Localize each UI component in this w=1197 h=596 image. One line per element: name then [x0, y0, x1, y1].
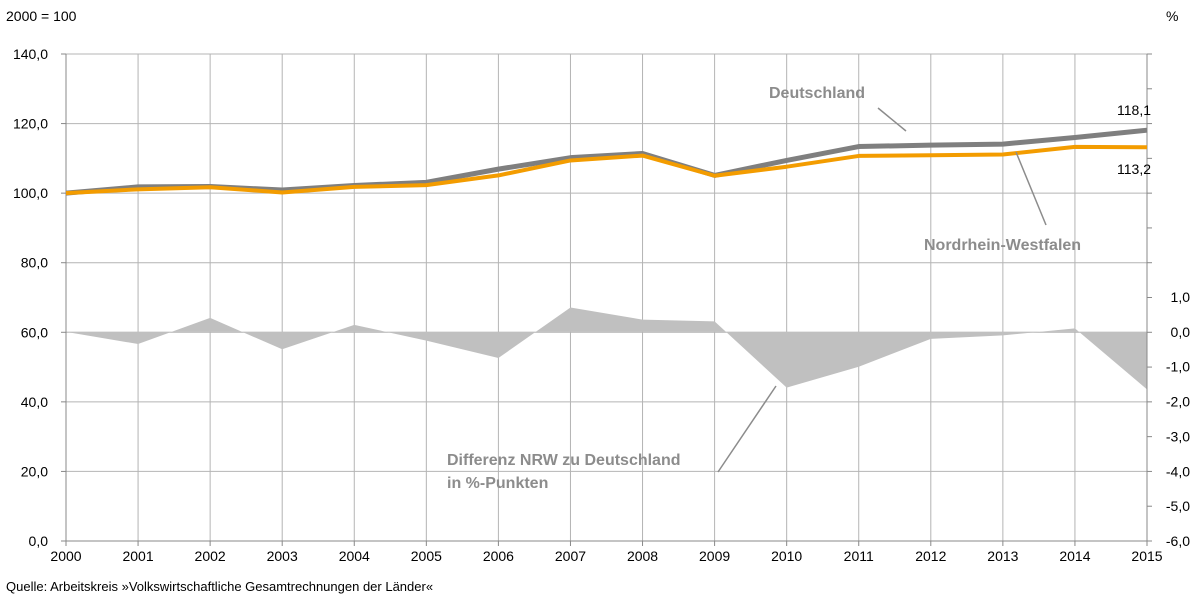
grid-layer [66, 53, 1148, 541]
end-label-deutschland: 118,1 [1117, 102, 1151, 118]
annotation-differenz-line1: Differenz NRW zu Deutschland [447, 452, 681, 469]
series-line-nordrhein-westfalen [65, 144, 1148, 196]
x-tick-label: 2009 [699, 548, 730, 564]
callout-line-differenz [717, 385, 777, 473]
y-left-tick-label: 80,0 [21, 255, 48, 271]
annotation-deutschland: Deutschland [769, 85, 865, 102]
y-left-tick-label: 60,0 [21, 324, 48, 340]
tick-labels-layer: 2000 2001 2002 2003 2004 2005 2006 2007 2008 2009… [13, 46, 1190, 564]
left-unit-label: 2000 = 100 [6, 8, 77, 24]
source-note: Quelle: Arbeitskreis »Volkswirtschaftlic… [6, 579, 433, 594]
y-left-tick-label: 120,0 [13, 116, 48, 132]
x-tick-label: 2001 [122, 548, 153, 564]
x-tick-label: 2013 [987, 548, 1018, 564]
x-tick-label: 2010 [771, 548, 802, 564]
callout-lines-layer [717, 107, 1047, 473]
y-right-tick-label: -2,0 [1166, 394, 1190, 410]
y-left-tick-label: 20,0 [21, 463, 48, 479]
x-tick-label: 2015 [1131, 548, 1162, 564]
y-left-tick-label: 0,0 [29, 533, 49, 549]
y-right-tick-label: -3,0 [1166, 428, 1190, 444]
difference-area-layer [66, 307, 1147, 390]
y-left-tick-label: 140,0 [13, 46, 48, 62]
annotation-nordrhein-westfalen: Nordrhein-Westfalen [924, 237, 1081, 254]
axes-layer [61, 53, 1152, 546]
x-tick-label: 2014 [1059, 548, 1090, 564]
x-tick-label: 2005 [411, 548, 442, 564]
y-left-tick-label: 40,0 [21, 394, 48, 410]
y-left-tick-label: 100,0 [13, 185, 48, 201]
x-tick-label: 2002 [195, 548, 226, 564]
y-right-tick-label: 0,0 [1171, 324, 1191, 340]
callout-line-nordrhein-westfalen [1015, 151, 1047, 226]
callout-line-deutschland [877, 107, 907, 132]
x-tick-label: 2000 [50, 548, 81, 564]
series-line-deutschland [65, 127, 1148, 196]
x-tick-label: 2004 [339, 548, 370, 564]
x-tick-label: 2003 [267, 548, 298, 564]
x-tick-label: 2007 [555, 548, 586, 564]
y-right-tick-label: -1,0 [1166, 359, 1190, 375]
difference-area [66, 307, 1147, 390]
x-tick-label: 2008 [627, 548, 658, 564]
y-right-tick-label: 1,0 [1171, 289, 1191, 305]
y-right-tick-label: -5,0 [1166, 498, 1190, 514]
x-tick-label: 2012 [915, 548, 946, 564]
y-right-tick-label: -6,0 [1166, 533, 1190, 549]
annotation-differenz-line2: in %-Punkten [447, 475, 548, 492]
x-tick-label: 2006 [483, 548, 514, 564]
end-label-nrw: 113,2 [1117, 161, 1151, 177]
right-unit-label: % [1166, 8, 1178, 24]
y-right-tick-label: -4,0 [1166, 463, 1190, 479]
x-tick-label: 2011 [844, 548, 874, 564]
series-lines-layer [65, 127, 1148, 196]
